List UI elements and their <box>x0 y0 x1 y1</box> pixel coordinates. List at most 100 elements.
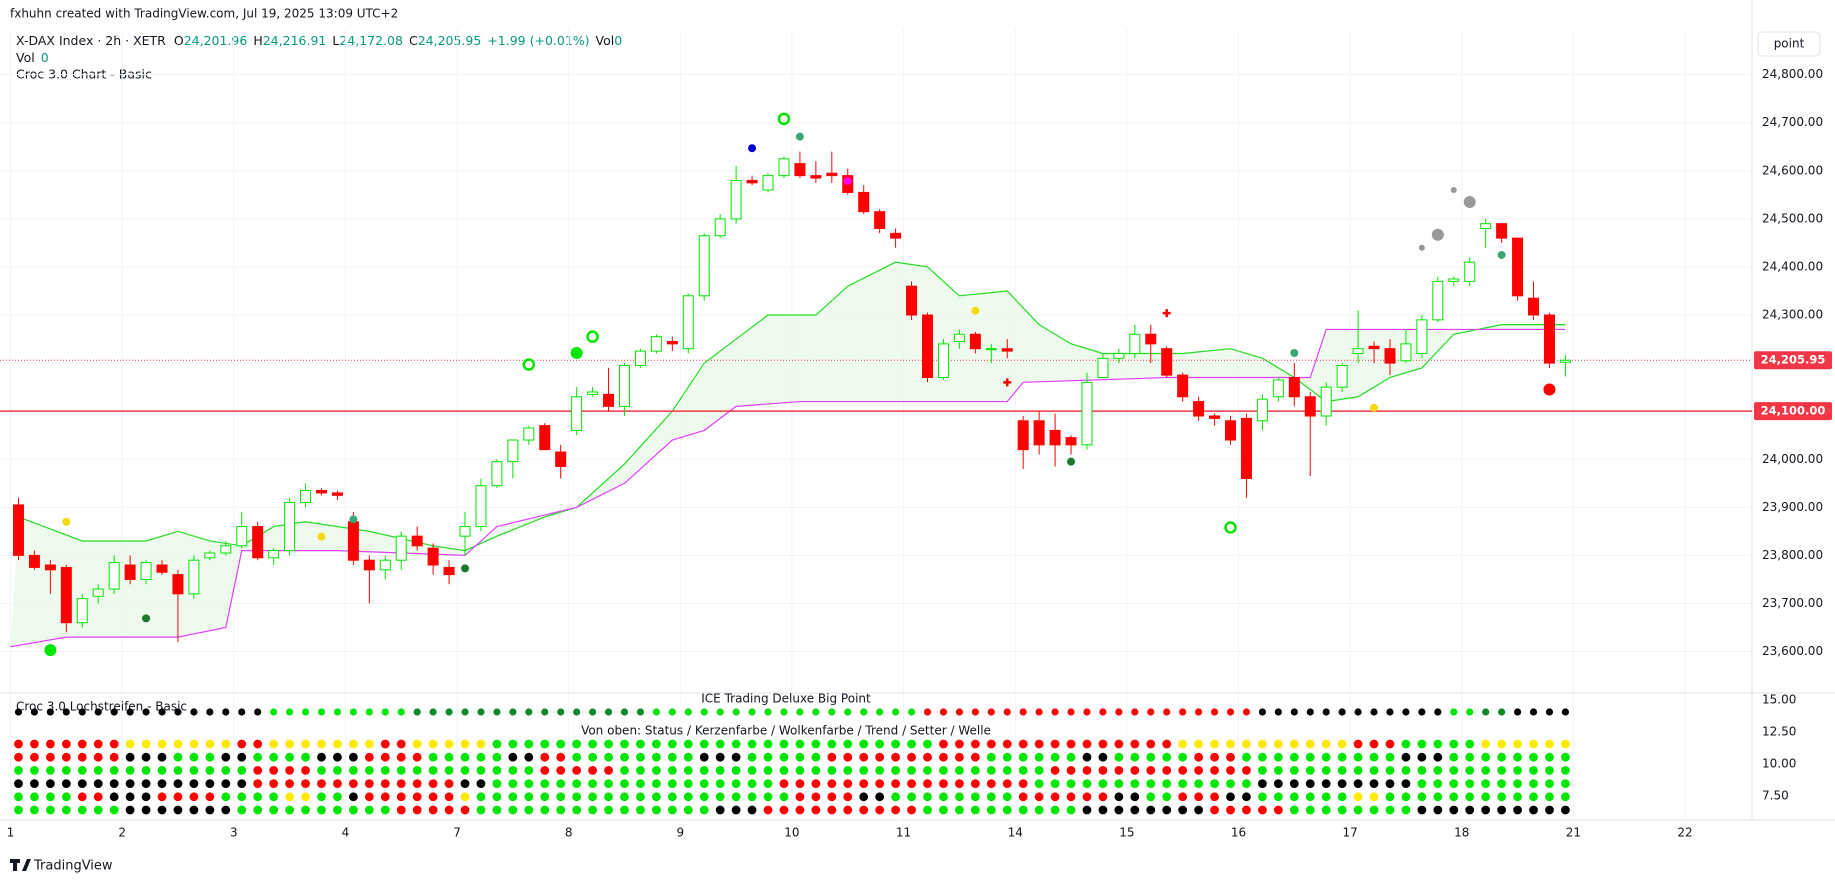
status-dot <box>61 766 71 775</box>
candle-body <box>666 340 678 345</box>
x-tick-label: 9 <box>676 826 684 840</box>
big-point-dot <box>1386 708 1394 716</box>
status-dot <box>364 739 374 749</box>
big-point-dot <box>907 708 916 716</box>
big-point-dot <box>477 708 485 716</box>
status-dot <box>715 739 725 749</box>
status-dot <box>1194 739 1204 749</box>
status-dot <box>1194 752 1204 762</box>
big-point-dot <box>1258 708 1267 716</box>
big-point-dot <box>1274 708 1282 716</box>
scale-button[interactable] <box>1757 31 1821 57</box>
status-dot <box>1002 766 1012 775</box>
scale-button-label[interactable]: point <box>1774 37 1805 51</box>
status-dot <box>1337 752 1347 762</box>
status-dot <box>476 766 486 775</box>
big-point-dot <box>939 708 948 716</box>
status-dot <box>1417 752 1427 762</box>
candle-body <box>172 574 184 595</box>
ohlc-key: H <box>253 33 262 48</box>
status-dot <box>1018 752 1028 762</box>
status-dot <box>954 792 964 802</box>
status-dot <box>1529 805 1538 815</box>
status-dot <box>77 805 87 815</box>
status-dot <box>1433 779 1443 788</box>
status-dot <box>731 805 741 815</box>
big-point-dot <box>1513 708 1522 716</box>
change: +1.99 (+0.01%) <box>487 33 589 48</box>
status-dot <box>1162 752 1172 762</box>
big-point-dot <box>620 708 629 716</box>
status-dot <box>1305 779 1315 788</box>
status-dot <box>93 752 103 762</box>
status-dot <box>125 792 135 802</box>
x-tick-label: 7 <box>453 826 461 840</box>
status-dot <box>540 766 550 775</box>
status-dot <box>859 805 869 815</box>
status-dot <box>939 752 948 762</box>
big-point-dot <box>604 708 613 716</box>
status-dot <box>1561 792 1570 802</box>
y-tick-label: 24,600.00 <box>1762 163 1823 177</box>
logo-icon <box>10 859 31 871</box>
status-dot <box>412 805 422 815</box>
status-dot <box>508 739 518 749</box>
status-dot <box>811 805 821 815</box>
status-dot <box>1114 752 1124 762</box>
candle-body <box>1001 348 1013 352</box>
status-dot <box>1321 752 1331 762</box>
big-point-dot <box>987 708 995 716</box>
status-dot <box>1369 805 1379 815</box>
status-dot <box>14 779 23 788</box>
status-dot <box>986 792 996 802</box>
candle-body <box>507 439 519 463</box>
candle-body <box>746 179 758 184</box>
y-tick-label: 24,300.00 <box>1762 308 1823 322</box>
status-dot <box>93 805 103 815</box>
status-dot <box>715 752 725 762</box>
big-point-dot <box>349 708 357 716</box>
status-dot <box>1146 752 1156 762</box>
status-dot <box>157 779 167 788</box>
candle-body <box>571 396 583 431</box>
big-point-dot <box>1242 708 1251 716</box>
candle-body <box>650 336 662 352</box>
status-dot <box>317 792 326 802</box>
status-dot <box>986 779 996 788</box>
status-dot <box>1353 766 1363 775</box>
status-dot <box>1002 739 1012 749</box>
status-dot <box>843 739 853 749</box>
status-dot <box>1417 805 1427 815</box>
status-dot <box>875 766 885 775</box>
candle-body <box>1559 359 1571 363</box>
status-dot <box>444 792 454 802</box>
status-dot <box>731 779 741 788</box>
status-dot <box>317 766 326 775</box>
candle-body <box>921 314 933 379</box>
x-tick-label: 21 <box>1566 826 1581 840</box>
big-point-dot <box>876 708 884 716</box>
status-dot <box>221 766 231 775</box>
signal-dot <box>1497 250 1506 259</box>
big-point-dot <box>206 708 214 716</box>
candle-body <box>1496 223 1508 239</box>
status-dot <box>301 752 310 762</box>
candle-body <box>411 535 423 547</box>
status-dot <box>827 752 837 762</box>
status-dot <box>30 752 39 762</box>
candle-body <box>395 535 407 561</box>
status-dot <box>157 792 167 802</box>
status-dot <box>77 779 87 788</box>
status-dot <box>1449 792 1459 802</box>
status-dot <box>1162 792 1172 802</box>
status-dot <box>970 779 980 788</box>
candle-body <box>315 489 327 494</box>
status-dot <box>556 792 566 802</box>
status-dot <box>1258 805 1267 815</box>
status-dot <box>859 739 869 749</box>
status-dot <box>827 792 837 802</box>
status-dot <box>428 792 438 802</box>
status-dot <box>333 739 342 749</box>
status-dot <box>1337 766 1347 775</box>
status-dot <box>986 766 996 775</box>
